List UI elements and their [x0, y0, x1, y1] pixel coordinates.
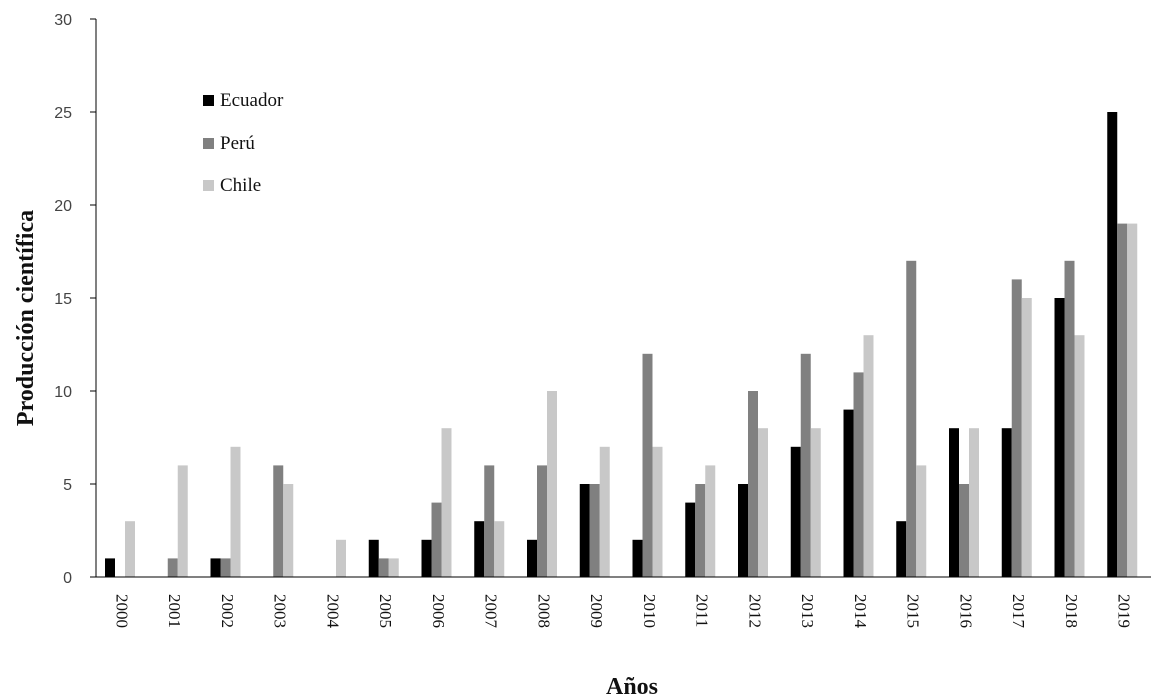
bar-ecuador-2015	[896, 521, 907, 577]
bar-perú-2005	[378, 558, 389, 577]
x-tick-label: 2015	[904, 594, 923, 628]
x-tick-label: 2008	[534, 594, 553, 628]
bar-ecuador-2016	[949, 428, 959, 577]
bar-perú-2014	[853, 372, 864, 577]
y-tick-label: 25	[54, 105, 72, 122]
bar-chile-2014	[863, 335, 874, 577]
bar-chile-2015	[916, 465, 927, 577]
bar-chile-2008	[547, 391, 557, 577]
x-tick-label: 2018	[1062, 594, 1081, 628]
bar-chile-2016	[969, 428, 979, 577]
bar-ecuador-2005	[368, 539, 379, 577]
x-tick-label: 2017	[1009, 594, 1028, 629]
bar-perú-2003	[273, 465, 284, 577]
bar-perú-2007	[484, 465, 495, 577]
bar-chile-2010	[652, 446, 663, 577]
x-tick-label: 2005	[376, 594, 395, 628]
bar-perú-2017	[1011, 279, 1022, 577]
x-tick-label: 2014	[851, 594, 870, 629]
x-tick-label: 2012	[745, 594, 764, 628]
legend-label-perú: Perú	[220, 133, 255, 154]
bar-chile-2002	[230, 446, 241, 577]
y-tick-label: 5	[63, 477, 72, 494]
bar-ecuador-2010	[632, 539, 643, 577]
bar-perú-2019	[1117, 223, 1128, 577]
legend-swatch-chile	[203, 180, 214, 191]
x-tick-label: 2000	[112, 594, 131, 628]
x-tick-label: 2010	[640, 594, 659, 628]
bar-chile-2019	[1127, 223, 1138, 577]
bar-chile-2003	[283, 484, 294, 577]
legend-label-chile: Chile	[220, 175, 261, 196]
bar-chile-2012	[758, 428, 768, 577]
y-tick-label: 10	[54, 384, 72, 401]
bar-chile-2006	[441, 428, 452, 577]
x-tick-label: 2003	[271, 594, 290, 628]
bar-perú-2009	[589, 484, 600, 577]
bar-chile-2017	[1021, 298, 1032, 577]
bar-perú-2018	[1064, 260, 1075, 577]
bar-chile-2007	[494, 521, 505, 577]
x-tick-label: 2013	[798, 594, 817, 628]
x-tick-label: 2016	[956, 594, 975, 628]
bar-ecuador-2006	[421, 539, 432, 577]
y-axis: 0 5 10 15 20 25 30	[54, 12, 97, 587]
x-tick-label: 2006	[429, 594, 448, 628]
x-tick-label: 2007	[482, 594, 501, 629]
bar-ecuador-2017	[1001, 428, 1012, 577]
bar-ecuador-2009	[579, 484, 590, 577]
bar-ecuador-2012	[738, 484, 748, 577]
y-tick-label: 30	[54, 12, 72, 29]
x-tick-label: 2011	[693, 594, 712, 627]
bar-chile-2013	[810, 428, 821, 577]
legend-swatch-perú	[203, 138, 214, 149]
bar-chile-2000	[125, 521, 135, 577]
y-tick-label: 0	[63, 570, 72, 587]
bar-chile-2001	[177, 465, 188, 577]
bar-perú-2015	[906, 260, 917, 577]
legend-label-ecuador: Ecuador	[220, 90, 284, 111]
bar-ecuador-2018	[1054, 298, 1065, 577]
bar-ecuador-2019	[1107, 112, 1118, 577]
bar-chile-2005	[388, 558, 399, 577]
x-tick-label: 2019	[1115, 594, 1134, 628]
bar-ecuador-2002	[210, 558, 221, 577]
x-axis-title: Años	[606, 674, 658, 699]
x-tick-label: 2001	[165, 594, 184, 628]
bar-chile-2018	[1074, 335, 1085, 577]
legend: Ecuador Perú Chile	[203, 90, 284, 196]
y-tick-label: 15	[54, 291, 72, 308]
bar-chile-2004	[336, 539, 346, 577]
bar-ecuador-2011	[685, 502, 696, 577]
bar-chile-2009	[599, 446, 610, 577]
bar-perú-2008	[537, 465, 547, 577]
bar-perú-2011	[695, 484, 706, 577]
bar-ecuador-2000	[105, 558, 115, 577]
x-axis: 2000 2001 2002 2003 2004 2005 2006 2007 2008 2009…	[96, 576, 1151, 629]
bar-perú-2002	[220, 558, 231, 577]
bar-chile-2011	[705, 465, 716, 577]
bar-perú-2006	[431, 502, 442, 577]
bar-ecuador-2014	[843, 409, 854, 577]
bar-perú-2001	[167, 558, 178, 577]
bar-ecuador-2013	[790, 446, 801, 577]
y-tick-label: 20	[54, 198, 72, 215]
x-tick-label: 2009	[587, 594, 606, 628]
y-axis-title: Producción científica	[13, 210, 39, 426]
bars-group	[105, 112, 1138, 577]
bar-ecuador-2008	[527, 539, 537, 577]
bar-perú-2016	[959, 484, 969, 577]
bar-perú-2013	[800, 353, 811, 577]
bar-perú-2010	[642, 353, 653, 577]
bar-perú-2012	[748, 391, 758, 577]
x-tick-label: 2002	[218, 594, 237, 628]
legend-swatch-ecuador	[203, 95, 214, 106]
x-tick-label: 2004	[323, 594, 342, 629]
bar-ecuador-2007	[474, 521, 485, 577]
